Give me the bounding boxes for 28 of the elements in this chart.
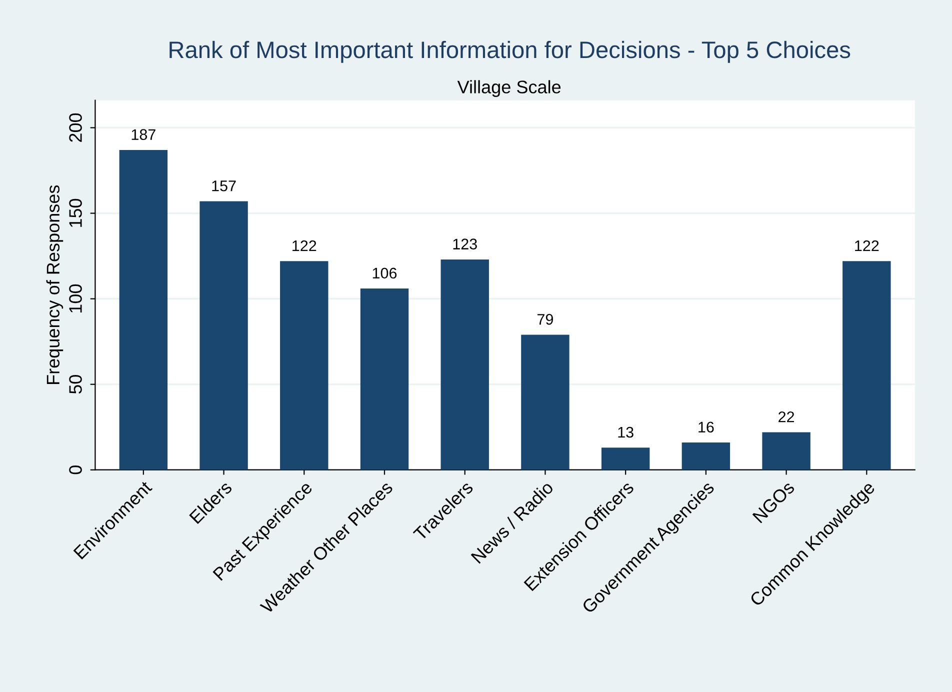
bar — [762, 432, 810, 470]
data-label: 157 — [212, 180, 236, 192]
y-axis-title: Frequency of Responses — [46, 185, 64, 384]
data-label: 122 — [292, 240, 316, 252]
data-label: 123 — [453, 238, 477, 250]
y-tick-label: 100 — [69, 284, 82, 312]
bar — [200, 201, 248, 470]
data-label: 79 — [538, 314, 553, 325]
data-label: 122 — [855, 240, 879, 252]
bar — [842, 261, 891, 470]
bar — [601, 448, 650, 470]
chart-title: Rank of Most Important Information for Decisions - Top 5 Choices — [170, 40, 850, 63]
bar — [360, 288, 409, 470]
y-tick-label: 0 — [69, 466, 82, 474]
bar — [440, 259, 489, 470]
data-label: 106 — [372, 268, 397, 279]
bar — [521, 334, 570, 470]
data-label: 187 — [132, 129, 156, 140]
data-label: 16 — [698, 422, 714, 433]
data-label: 13 — [618, 426, 634, 438]
y-tick-label: 150 — [69, 198, 82, 227]
chart-subtitle: Village Scale — [457, 80, 561, 97]
bar — [280, 261, 328, 470]
data-label: 22 — [778, 411, 794, 422]
y-tick-label: 50 — [69, 374, 82, 394]
bar — [682, 442, 730, 470]
bar — [119, 150, 168, 470]
y-tick-label: 200 — [69, 113, 82, 142]
